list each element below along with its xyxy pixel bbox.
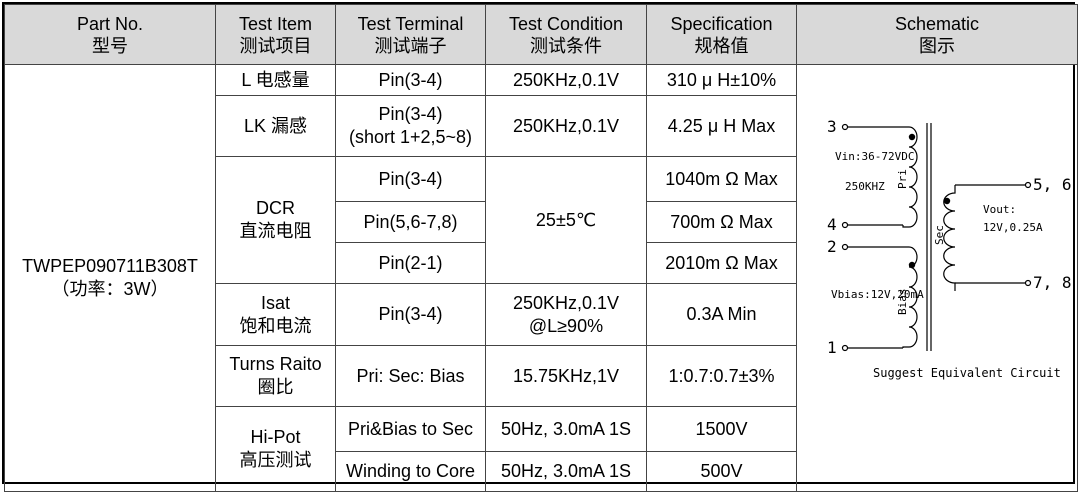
terminal-inductance: Pin(3-4) — [335, 64, 486, 96]
spec-dcr-1: 1040m Ω Max — [646, 156, 797, 202]
condition-leakage: 250KHz,0.1V — [485, 95, 647, 157]
header-test-item: Test Item 测试项目 — [215, 4, 336, 65]
header-test-terminal: Test Terminal 测试端子 — [335, 4, 486, 65]
condition-isat: 250KHz,0.1V @L≥90% — [485, 283, 647, 346]
pin56-label: 5, 6 — [1033, 175, 1072, 194]
item-isat: Isat 饱和电流 — [215, 283, 336, 346]
condition-hipot-2: 50Hz, 3.0mA 1S — [485, 451, 647, 492]
spec-leakage: 4.25 μ H Max — [646, 95, 797, 157]
condition-hipot-1: 50Hz, 3.0mA 1S — [485, 406, 647, 452]
header-row: Part No. 型号 Test Item 测试项目 Test Terminal 测试… — [4, 4, 1078, 65]
sec-label: Sec — [933, 225, 946, 245]
schematic-caption: Suggest Equivalent Circuit — [873, 366, 1061, 380]
spec-inductance: 310 μ H±10% — [646, 64, 797, 96]
spec-hipot-1: 1500V — [646, 406, 797, 452]
terminal-hipot-2: Winding to Core — [335, 451, 486, 492]
terminal-dcr-3: Pin(2-1) — [335, 242, 486, 284]
vout-value: 12V,0.25A — [983, 221, 1043, 234]
part-number-cell: TWPEP090711B308T （功率：3W） — [4, 64, 216, 492]
part-power: （功率：3W） — [51, 279, 169, 299]
condition-dcr: 25±5℃ — [485, 156, 647, 284]
freq-label: 250KHZ — [845, 180, 885, 193]
pin1-label: 1 — [827, 338, 837, 357]
bias-label: Bias — [896, 289, 909, 316]
vin-label: Vin:36-72VDC — [835, 150, 914, 163]
header-test-condition: Test Condition 测试条件 — [485, 4, 647, 65]
item-hipot: Hi-Pot 高压测试 — [215, 406, 336, 492]
vbias-label: Vbias:12V,20mA — [831, 288, 924, 301]
item-leakage: LK 漏感 — [215, 95, 336, 157]
terminal-isat: Pin(3-4) — [335, 283, 486, 346]
part-number: TWPEP090711B308T — [22, 256, 198, 276]
table-row: Turns Raito 圈比 Pri: Sec: Bias 15.75KHz,1V… — [5, 345, 1078, 407]
pin4-label: 4 — [827, 215, 837, 234]
terminal-turns: Pri: Sec: Bias — [335, 345, 486, 407]
spec-table: Part No. 型号 Test Item 测试项目 Test Terminal 测试… — [4, 4, 1078, 492]
condition-turns: 15.75KHz,1V — [485, 345, 647, 407]
header-specification: Specification 规格值 — [646, 4, 797, 65]
pin78-label: 7, 8 — [1033, 273, 1072, 292]
terminal-dcr-1: Pin(3-4) — [335, 156, 486, 202]
table-row: Hi-Pot 高压测试 Pri&Bias to Sec 50Hz, 3.0mA 1… — [5, 406, 1078, 492]
spec-turns: 1:0.7:0.7±3% — [646, 345, 797, 407]
condition-inductance: 250KHz,0.1V — [485, 64, 647, 96]
header-schematic: Schematic 图示 — [796, 4, 1078, 65]
item-inductance: L 电感量 — [215, 64, 336, 96]
terminal-hipot-1: Pri&Bias to Sec — [335, 406, 486, 452]
spec-dcr-2: 700m Ω Max — [646, 201, 797, 243]
terminal-leakage: Pin(3-4) (short 1+2,5~8) — [335, 95, 486, 157]
spec-isat: 0.3A Min — [646, 283, 797, 346]
item-dcr: DCR 直流电阻 — [215, 156, 336, 284]
schematic-diagram: 3 4 2 1 5, 6 7, 8 Vin:36-72VDC 250KHZ Pr… — [827, 117, 1072, 380]
pin3-label: 3 — [827, 117, 837, 136]
vout-label: Vout: — [983, 203, 1016, 216]
header-part-no: Part No. 型号 — [4, 4, 216, 65]
pin2-label: 2 — [827, 237, 837, 256]
table-row: TWPEP090711B308T （功率：3W） L 电感量 Pin(3-4) 2… — [4, 64, 1078, 492]
spec-hipot-2: 500V — [646, 451, 797, 492]
spec-dcr-3: 2010m Ω Max — [646, 242, 797, 284]
schematic-cell: 3 4 2 1 5, 6 7, 8 Vin:36-72VDC 250KHZ Pr… — [796, 64, 1078, 492]
table-row: DCR 直流电阻 Pin(3-4) 25±5℃ 1040m Ω Max — [5, 156, 1078, 284]
table-row: Pin(2-1) 2010m Ω Max — [5, 242, 1078, 284]
table-row: LK 漏感 Pin(3-4) (short 1+2,5~8) 250KHz,0.1… — [5, 95, 1078, 157]
item-turns: Turns Raito 圈比 — [215, 345, 336, 407]
terminal-dcr-2: Pin(5,6-7,8) — [335, 201, 486, 243]
table-row: Pin(5,6-7,8) 700m Ω Max — [5, 201, 1078, 243]
pri-label: Pri — [896, 169, 909, 189]
